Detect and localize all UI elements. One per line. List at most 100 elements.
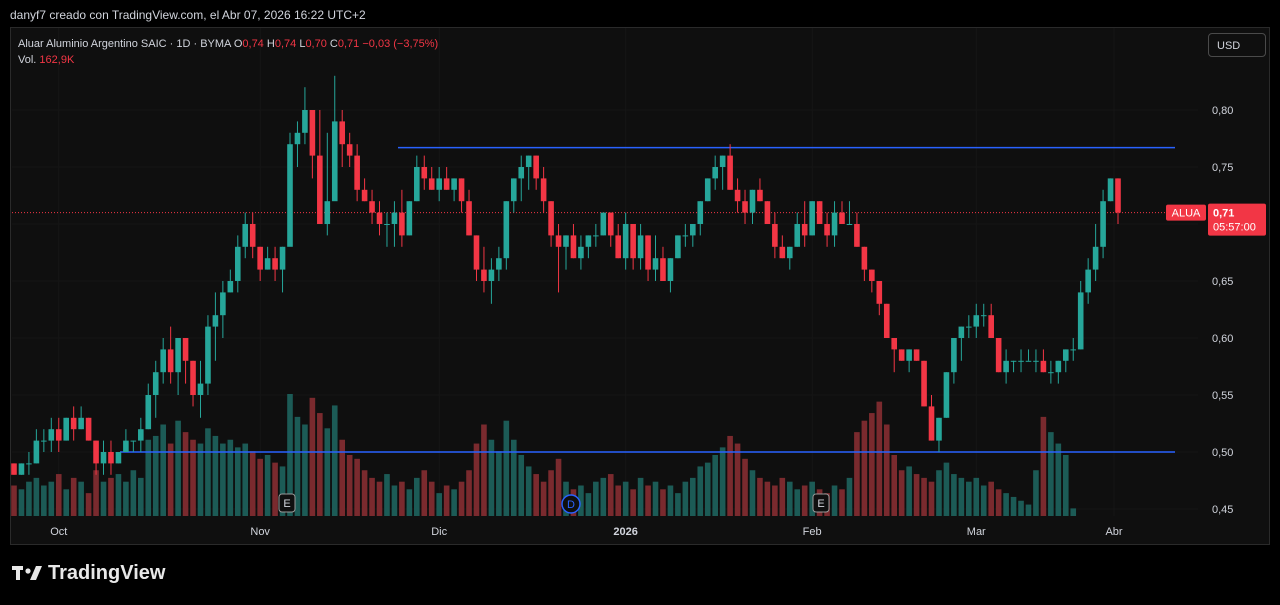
candle-body <box>607 212 614 236</box>
volume-bar <box>615 485 622 516</box>
currency-button[interactable]: USD <box>1208 33 1266 57</box>
y-tick-label: 0,55 <box>1212 390 1233 402</box>
volume-bar <box>928 481 935 516</box>
candle-body <box>809 201 815 236</box>
open-value: 0,74 <box>242 38 264 50</box>
volume-bar <box>384 474 390 516</box>
chart-caption: danyf7 creado con TradingView.com, el Ab… <box>10 8 366 22</box>
candle-body <box>302 110 308 133</box>
volume-bar <box>727 435 733 516</box>
candle <box>518 155 525 202</box>
volume-bar <box>130 470 137 516</box>
candle-body <box>1085 269 1091 293</box>
candle <box>414 155 420 202</box>
volume-bar <box>764 481 771 516</box>
volume-bar <box>906 466 912 516</box>
candle <box>1077 281 1084 350</box>
volume-bar <box>294 416 301 516</box>
candle <box>540 167 547 213</box>
volume-bar <box>451 489 457 516</box>
dividend-marker-label: D <box>567 499 575 511</box>
candle <box>93 440 99 475</box>
volume-bar <box>152 435 159 516</box>
candle-body <box>227 281 234 293</box>
candle <box>1040 349 1047 373</box>
last-price-tag: ALUA 0,71 05:57:00 <box>1166 203 1266 236</box>
volume-bar <box>70 477 77 516</box>
volume-bar <box>138 477 144 516</box>
candle <box>317 110 323 224</box>
candle <box>115 452 122 464</box>
candle-body <box>473 235 480 270</box>
candle-body <box>369 201 375 213</box>
candle <box>682 224 689 247</box>
volume-bar <box>331 405 338 516</box>
candle-body <box>928 406 935 441</box>
x-tick-label: 2026 <box>613 526 637 538</box>
candle-body <box>637 235 644 259</box>
candle <box>339 110 346 167</box>
high-value: 0,74 <box>274 38 297 50</box>
candle-body <box>525 155 532 167</box>
candle <box>264 246 271 270</box>
candle-body <box>966 326 972 328</box>
candle-body <box>518 167 525 179</box>
volume-bar <box>242 443 249 516</box>
time-axis: Oct Nov Dic 2026 Feb Mar Abr <box>50 526 1123 538</box>
volume-bar <box>831 485 838 516</box>
candle <box>130 440 137 452</box>
volume-bar <box>63 489 70 516</box>
candle-body <box>1092 246 1099 270</box>
candle-body <box>264 258 271 270</box>
candle <box>980 303 987 327</box>
candle <box>615 224 622 259</box>
candle <box>496 246 502 281</box>
tradingview-logo[interactable]: TradingView <box>12 562 165 585</box>
candle-body <box>384 224 390 225</box>
candle <box>175 338 181 395</box>
candle-body <box>354 155 360 190</box>
volume-bar <box>794 489 801 516</box>
candle-body <box>11 463 17 475</box>
candle <box>294 121 301 167</box>
candle-body <box>488 269 495 281</box>
candle <box>816 201 823 224</box>
candle-body <box>257 246 263 270</box>
candle <box>197 360 204 418</box>
candle-body <box>1003 360 1009 373</box>
candle <box>1100 189 1106 259</box>
candle <box>436 167 442 202</box>
volume-bar <box>690 477 696 516</box>
candle-body <box>294 132 301 145</box>
candle <box>302 87 308 145</box>
volume-bar <box>593 481 599 516</box>
candle <box>242 212 249 259</box>
earnings-marker: E <box>812 493 830 513</box>
open-label: O <box>233 38 243 50</box>
candle-body <box>108 452 114 464</box>
candle-body <box>1107 178 1114 202</box>
volume-bar <box>652 481 659 516</box>
candle <box>593 224 599 247</box>
tradingview-icon <box>12 565 42 580</box>
candle-body <box>831 212 838 236</box>
candle <box>995 338 1002 373</box>
candle <box>41 429 47 452</box>
candle-body <box>585 235 592 247</box>
volume-bar <box>1040 416 1047 516</box>
candle-body <box>205 326 211 384</box>
candle-body <box>824 224 830 236</box>
volume-bar <box>1025 504 1032 516</box>
volume-bar <box>525 466 532 516</box>
price-axis: 0,450,500,550,600,650,700,750,80 <box>1212 105 1233 516</box>
candle-body <box>734 189 741 202</box>
candle-body <box>943 372 950 418</box>
candle <box>249 212 256 259</box>
volume-bar <box>645 485 651 516</box>
candle-body <box>48 429 55 441</box>
candle <box>458 178 465 213</box>
candle <box>712 155 718 190</box>
volume-bar <box>585 493 592 516</box>
candle <box>220 281 226 338</box>
